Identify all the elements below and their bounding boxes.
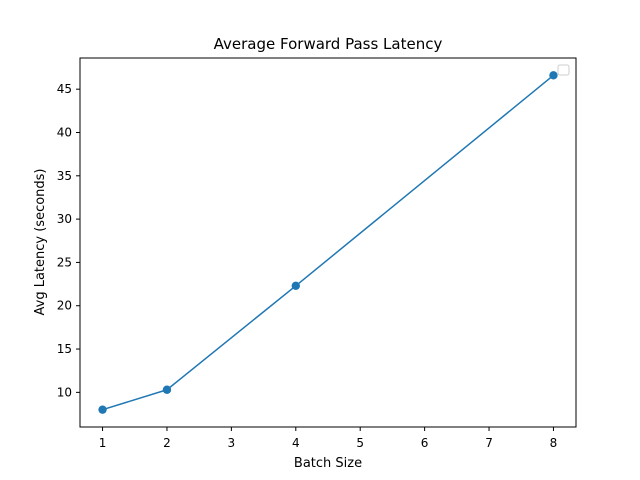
x-tick-label: 4 <box>292 436 300 450</box>
axes-frame <box>79 57 577 428</box>
x-tick-label: 5 <box>356 436 364 450</box>
y-tick-label: 30 <box>57 212 72 226</box>
y-axis-label: Avg Latency (seconds) <box>33 168 48 315</box>
y-tick-label: 20 <box>57 299 72 313</box>
data-point <box>162 385 172 394</box>
y-tick-label: 10 <box>57 385 72 399</box>
y-tick-label: 45 <box>57 82 72 96</box>
x-tick-label: 8 <box>550 436 558 450</box>
y-tick-label: 25 <box>57 255 72 269</box>
legend-box <box>557 64 570 76</box>
y-tick-label: 15 <box>57 342 72 356</box>
data-point <box>291 281 300 291</box>
x-tick-label: 7 <box>485 436 493 450</box>
x-axis-label: Batch Size <box>294 456 362 471</box>
data-point <box>549 71 558 80</box>
x-tick-label: 6 <box>421 436 429 450</box>
chart-title: Average Forward Pass Latency <box>214 35 443 53</box>
x-tick-label: 3 <box>228 436 236 450</box>
x-tick-label: 1 <box>99 436 107 450</box>
x-tick-label: 2 <box>163 436 171 450</box>
data-point <box>98 405 107 414</box>
series-line <box>102 74 554 411</box>
y-tick-label: 35 <box>57 169 72 183</box>
y-tick-label: 40 <box>57 125 72 139</box>
